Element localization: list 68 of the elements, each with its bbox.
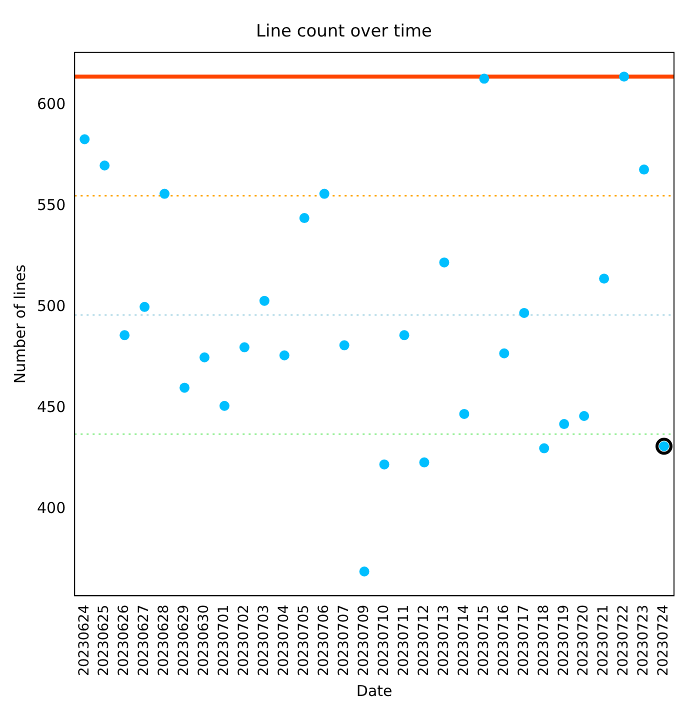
point (539, 443, 550, 454)
x-tick-label: 20230705 (296, 604, 312, 676)
point (199, 352, 210, 362)
x-tick-label: 20230710 (376, 604, 392, 676)
x-tick-label: 20230723 (636, 604, 652, 676)
x-tick-label: 20230626 (116, 604, 132, 676)
x-tick-label: 20230712 (416, 604, 432, 676)
x-tick-label: 20230625 (96, 604, 112, 676)
point (379, 459, 390, 470)
x-tick-label: 20230704 (276, 604, 292, 676)
point (499, 348, 510, 358)
x-tick-label: 20230701 (216, 604, 232, 676)
x-tick-label: 20230719 (556, 604, 572, 676)
x-tick-label: 20230706 (316, 604, 332, 676)
x-tick-label: 20230629 (176, 604, 192, 676)
x-axis-title: Date (356, 682, 392, 700)
point (259, 296, 270, 306)
point (160, 188, 170, 199)
point (100, 160, 110, 171)
point (656, 438, 673, 455)
y-tick-label: 450 (36, 398, 66, 416)
point (479, 74, 490, 84)
point (219, 400, 230, 411)
y-tick-label: 400 (36, 498, 66, 517)
point (619, 72, 630, 82)
x-tick-label: 20230713 (436, 604, 452, 676)
x-tick-label: 20230714 (456, 604, 472, 676)
x-tick-label: 20230709 (356, 604, 372, 676)
x-tick-label: 20230716 (496, 604, 512, 676)
y-axis-title: Number of lines (10, 264, 29, 384)
x-tick-label: 20230624 (76, 604, 92, 676)
x-tick-label: 20230722 (616, 604, 632, 676)
point (299, 213, 310, 224)
point (279, 350, 290, 360)
point (519, 308, 530, 318)
point (239, 342, 250, 352)
point (319, 188, 330, 199)
point (180, 382, 190, 393)
point (559, 419, 570, 430)
point (419, 457, 430, 468)
y-tick-label: 500 (36, 296, 66, 315)
x-tick-label: 20230715 (476, 604, 492, 676)
x-tick-label: 20230711 (396, 604, 412, 676)
x-tick-label: 20230721 (596, 604, 612, 676)
x-tick-label: 20230724 (656, 604, 672, 676)
point (339, 340, 350, 350)
point (639, 164, 650, 175)
chart-title: Line count over time (256, 22, 432, 42)
y-tick-label: 600 (36, 94, 66, 113)
point (439, 257, 450, 268)
x-tick-label: 20230703 (256, 604, 272, 676)
point (140, 302, 150, 312)
y-tick-label: 550 (36, 196, 66, 214)
point (579, 410, 590, 421)
point (399, 330, 410, 340)
x-tick-label: 20230707 (336, 604, 352, 676)
x-tick-label: 20230718 (536, 604, 552, 676)
point (599, 274, 610, 284)
x-tick-label: 20230630 (196, 604, 212, 676)
point (80, 134, 90, 144)
x-tick-label: 20230702 (236, 604, 252, 676)
point (359, 566, 370, 577)
point (459, 408, 470, 419)
x-tick-label: 20230717 (516, 604, 532, 676)
x-tick-label: 20230720 (576, 604, 592, 676)
x-tick-label: 20230628 (156, 604, 172, 676)
x-tick-label: 20230627 (136, 604, 152, 676)
point (120, 330, 130, 340)
